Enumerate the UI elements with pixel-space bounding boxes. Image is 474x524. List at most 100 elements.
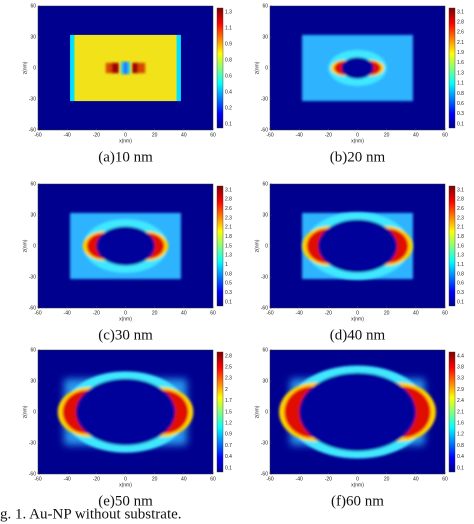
- y-tick-label: -30: [261, 274, 268, 280]
- y-tick-label: -60: [29, 305, 36, 311]
- y-tick-label: -60: [261, 471, 268, 477]
- y-tick-label: 60: [262, 3, 268, 9]
- colorbar-tick-label: 0.1: [225, 121, 232, 127]
- x-tick-label: 0: [124, 476, 127, 482]
- colorbar-tick-label: 2.8: [225, 197, 232, 203]
- colorbar-tick-label: 0.8: [457, 271, 464, 277]
- panel: -60 -40 -20 0 20 40 60 60 30 0 -30 -60 x(nm) z(nm) 3.1…: [254, 181, 464, 343]
- x-tick-label: -40: [296, 476, 303, 482]
- x-tick-label: -60: [34, 132, 41, 138]
- x-tick-label: 60: [442, 132, 448, 138]
- colorbar-tick-label: 1.1: [457, 81, 464, 87]
- colorbar-tick-label: 3.8: [457, 365, 464, 371]
- hotspot: [105, 61, 146, 75]
- y-axis-label: z(nm): [254, 405, 260, 418]
- y-tick-label: 30: [30, 212, 36, 218]
- y-tick-label: 60: [30, 347, 36, 353]
- y-tick-label: 30: [262, 212, 268, 218]
- x-tick-label: -20: [325, 132, 332, 138]
- colorbar-tick-label: 2.1: [457, 40, 464, 46]
- colorbar-tick-label: 1.7: [225, 398, 232, 404]
- colorbar-tick-label: 0.6: [457, 281, 464, 287]
- x-tick-label: -20: [325, 310, 332, 316]
- y-tick-label: -60: [29, 127, 36, 133]
- heatmap: [70, 212, 181, 280]
- y-tick-label: 60: [262, 347, 268, 353]
- panel: -60 -40 -20 0 20 40 60 60 30 0 -30 -60 x(nm) z(nm) 3.1…: [254, 3, 464, 165]
- y-tick-label: -30: [29, 96, 36, 102]
- y-tick-label: -30: [29, 274, 36, 280]
- panel: -60 -40 -20 0 20 40 60 60 30 0 -30 -60 x(nm) z(nm) 1.3…: [22, 3, 232, 165]
- colorbar-tick-label: 2.1: [457, 409, 464, 415]
- x-tick-label: -20: [325, 476, 332, 482]
- x-tick-label: -40: [64, 310, 71, 316]
- field-ring: [82, 219, 169, 273]
- colorbar-tick-label: 0.4: [225, 89, 232, 95]
- x-tick-label: 40: [181, 132, 187, 138]
- colorbar-tick-label: 2.3: [225, 215, 232, 221]
- colorbar-tick-label: 1.3: [225, 253, 232, 259]
- y-tick-label: 60: [30, 3, 36, 9]
- x-tick-label: -60: [266, 476, 273, 482]
- colorbar-tick-label: 0.3: [457, 111, 464, 117]
- x-tick-label: 40: [413, 476, 419, 482]
- colorbar-tick-label: 0.6: [457, 101, 464, 107]
- colorbar-tick-label: 0.2: [225, 105, 232, 111]
- colorbar: [216, 7, 224, 129]
- x-tick-label: 60: [210, 476, 216, 482]
- y-tick-label: -60: [261, 305, 268, 311]
- panel: -60 -40 -20 0 20 40 60 60 30 0 -30 -60 x(nm) z(nm) 3.1…: [22, 181, 232, 343]
- colorbar-tick-label: 1.1: [457, 262, 464, 268]
- colorbar-tick-label: 3.1: [457, 9, 464, 15]
- colorbar-tick-label: 0.6: [225, 73, 232, 79]
- panel-caption: (a)10 nm: [98, 149, 153, 165]
- x-tick-label: 20: [152, 476, 158, 482]
- panel-caption: (e)50 nm: [98, 493, 153, 509]
- colorbar-tick-label: 1.3: [457, 253, 464, 259]
- x-tick-label: 40: [413, 132, 419, 138]
- colorbar-tick-label: 1.8: [225, 234, 232, 240]
- x-tick-label: 0: [356, 310, 359, 316]
- x-tick-label: 0: [124, 310, 127, 316]
- y-axis-label: z(nm): [22, 405, 28, 418]
- colorbar-tick-label: 2.6: [457, 206, 464, 212]
- heatmap: [302, 212, 413, 280]
- colorbar: [448, 7, 456, 129]
- x-tick-label: 40: [181, 310, 187, 316]
- colorbar-tick-label: 2.3: [225, 376, 232, 382]
- y-tick-label: 60: [262, 181, 268, 187]
- y-tick-label: 30: [30, 34, 36, 40]
- colorbar-tick-label: 3.1: [457, 187, 464, 193]
- colorbar-tick-label: 3.3: [457, 376, 464, 382]
- x-axis-label: x(nm): [351, 316, 364, 322]
- y-tick-label: 60: [30, 181, 36, 187]
- heatmap: [279, 365, 436, 459]
- x-tick-label: 60: [210, 310, 216, 316]
- colorbar-tick-label: 1.9: [457, 50, 464, 56]
- x-axis-label: x(nm): [119, 138, 132, 144]
- y-axis-label: z(nm): [22, 239, 28, 252]
- heatmap: [57, 371, 194, 453]
- y-tick-label: 0: [33, 243, 36, 249]
- colorbar-tick-label: 0.8: [225, 57, 232, 63]
- x-tick-label: -20: [93, 310, 100, 316]
- colorbar-tick-label: 0.8: [457, 91, 464, 97]
- colorbar: [448, 351, 456, 473]
- y-tick-label: 30: [30, 378, 36, 384]
- colorbar-tick-label: 0.3: [457, 290, 464, 296]
- colorbar-tick-label: 0.1: [457, 121, 464, 127]
- x-tick-label: -40: [64, 476, 71, 482]
- x-tick-label: -20: [93, 476, 100, 482]
- x-tick-label: 0: [356, 132, 359, 138]
- y-tick-label: -30: [29, 440, 36, 446]
- colorbar-tick-label: 0.1: [225, 299, 232, 305]
- colorbar-tick-label: 3.1: [225, 187, 232, 193]
- panel: -60 -40 -20 0 20 40 60 60 30 0 -30 -60 x(nm) z(nm) 4.4…: [254, 347, 464, 509]
- colorbar-tick-label: 0.1: [457, 465, 464, 471]
- panel-caption: (f)60 nm: [331, 493, 384, 509]
- y-tick-label: -30: [261, 96, 268, 102]
- colorbar-tick-label: 1.6: [457, 421, 464, 427]
- colorbar-tick-label: 0.1: [225, 465, 232, 471]
- colorbar-tick-label: 2.1: [457, 225, 464, 231]
- x-tick-label: 60: [442, 310, 448, 316]
